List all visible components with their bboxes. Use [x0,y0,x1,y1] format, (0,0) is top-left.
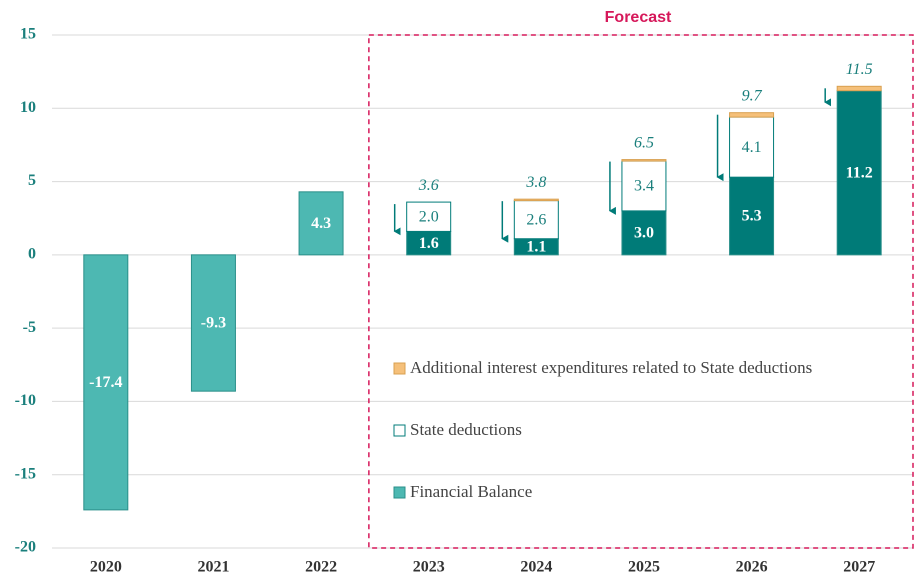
bar-segment [621,210,667,256]
x-tick-label: 2023 [413,559,445,576]
data-label: 3.4 [634,178,654,195]
bar-segment [190,254,236,392]
y-tick-label: -15 [15,465,36,482]
y-tick-label: 10 [20,99,36,116]
bar-segment [836,85,882,92]
data-label: 3.0 [634,225,654,242]
x-tick-label: 2020 [90,559,122,576]
data-label: -17.4 [89,374,122,391]
bar-segment [83,254,129,511]
data-label: 2.6 [526,211,546,228]
total-label: 11.5 [846,61,873,78]
legend-swatch [393,486,406,499]
y-tick-label: -20 [15,539,36,556]
data-label: 2.0 [419,208,439,225]
data-label: 11.2 [846,164,873,181]
x-tick-label: 2025 [628,559,660,576]
y-tick-label: -10 [15,392,36,409]
y-tick-label: -5 [23,319,36,336]
forecast-box [368,34,914,549]
data-label: 4.3 [311,215,331,232]
forecast-label: Forecast [605,9,672,26]
legend-swatch [393,424,406,437]
legend-label: Additional interest expenditures related… [410,358,812,377]
total-label: 9.7 [742,87,763,104]
bar-segment [406,201,452,232]
bar-segment [513,198,559,202]
total-label: 3.6 [418,177,439,194]
legend-label: Financial Balance [410,482,532,501]
bar-segment [513,200,559,240]
bar-segment [836,90,882,256]
data-label: 1.1 [526,238,546,255]
bar-segment [729,176,775,256]
x-tick-label: 2027 [843,559,875,576]
data-label: 4.1 [742,139,762,156]
x-tick-label: 2024 [520,559,552,576]
x-tick-label: 2021 [197,559,229,576]
data-label: -9.3 [201,315,226,332]
total-label: 6.5 [634,134,654,151]
y-tick-label: 5 [28,172,36,189]
bar-segment [729,116,775,178]
y-tick-label: 0 [28,246,36,263]
total-label: 3.8 [525,174,546,191]
x-tick-label: 2026 [736,559,768,576]
data-label: 1.6 [419,235,439,252]
legend-swatch [393,362,406,375]
y-tick-label: 15 [20,26,36,43]
data-label: 5.3 [742,208,762,225]
x-tick-label: 2022 [305,559,337,576]
bar-segment [729,112,775,118]
bar-segment [298,191,344,256]
bar-segment [621,159,667,162]
legend-label: State deductions [410,420,522,439]
